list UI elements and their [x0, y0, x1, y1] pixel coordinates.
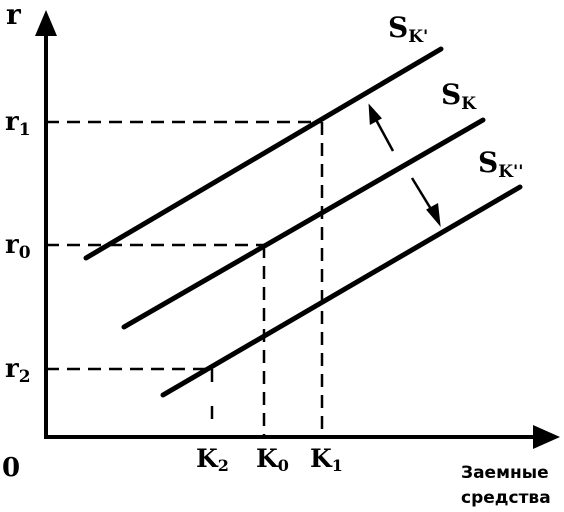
y-tick-r0-sub: 0 — [19, 243, 31, 263]
shift-arrow-up-head — [368, 103, 382, 126]
curve-label-sk: SK — [441, 78, 477, 114]
shift-arrow-down-head — [426, 202, 441, 227]
y-tick-r1-sub: 1 — [19, 120, 31, 140]
curve-label-sk-prime-sub: K' — [408, 27, 428, 47]
y-axis-arrowhead — [35, 10, 57, 36]
curve-label-sk-prime-main: S — [388, 11, 408, 44]
x-tick-k1-main: K — [310, 444, 333, 473]
y-tick-r2: r2 — [5, 354, 31, 387]
y-tick-r2-sub: 2 — [19, 367, 31, 387]
y-tick-r0: r0 — [5, 230, 31, 263]
shift-arrows — [368, 103, 441, 227]
curve-sk-double-prime — [160, 184, 523, 398]
y-axis-label: r — [6, 0, 22, 31]
origin-label: 0 — [2, 453, 20, 483]
y-tick-r0-main: r — [5, 230, 19, 260]
x-tick-k2-sub: 2 — [218, 456, 229, 475]
supply-curves — [83, 46, 523, 398]
x-axis-label-line2: средства — [461, 488, 551, 508]
x-tick-k1-sub: 1 — [332, 456, 343, 475]
x-tick-k0-sub: 0 — [278, 456, 289, 475]
curve-label-sk-main: S — [441, 78, 461, 111]
curve-sk-prime — [83, 46, 444, 261]
x-tick-k2: K2 — [196, 444, 229, 475]
curve-label-sk-sub: K — [461, 94, 477, 114]
curve-label-sk-double-prime: SK'' — [478, 146, 523, 182]
x-axis-arrowhead — [533, 425, 560, 449]
y-tick-r2-main: r — [5, 354, 19, 384]
curve-label-sk-double-prime-sub: K'' — [498, 162, 523, 182]
shift-arrow-up — [372, 115, 395, 152]
guide-lines — [46, 120, 324, 437]
y-tick-r1: r1 — [5, 107, 31, 140]
y-tick-r1-main: r — [5, 107, 19, 137]
x-tick-k2-main: K — [196, 444, 219, 473]
curve-label-sk-prime: SK' — [388, 11, 428, 47]
x-tick-k0-main: K — [256, 444, 279, 473]
curve-sk — [121, 117, 486, 330]
x-tick-k0: K0 — [256, 444, 289, 475]
curve-label-sk-double-prime-main: S — [478, 146, 498, 179]
x-axis-label-line1: Заемные — [461, 463, 549, 483]
x-tick-k1: K1 — [310, 444, 343, 475]
